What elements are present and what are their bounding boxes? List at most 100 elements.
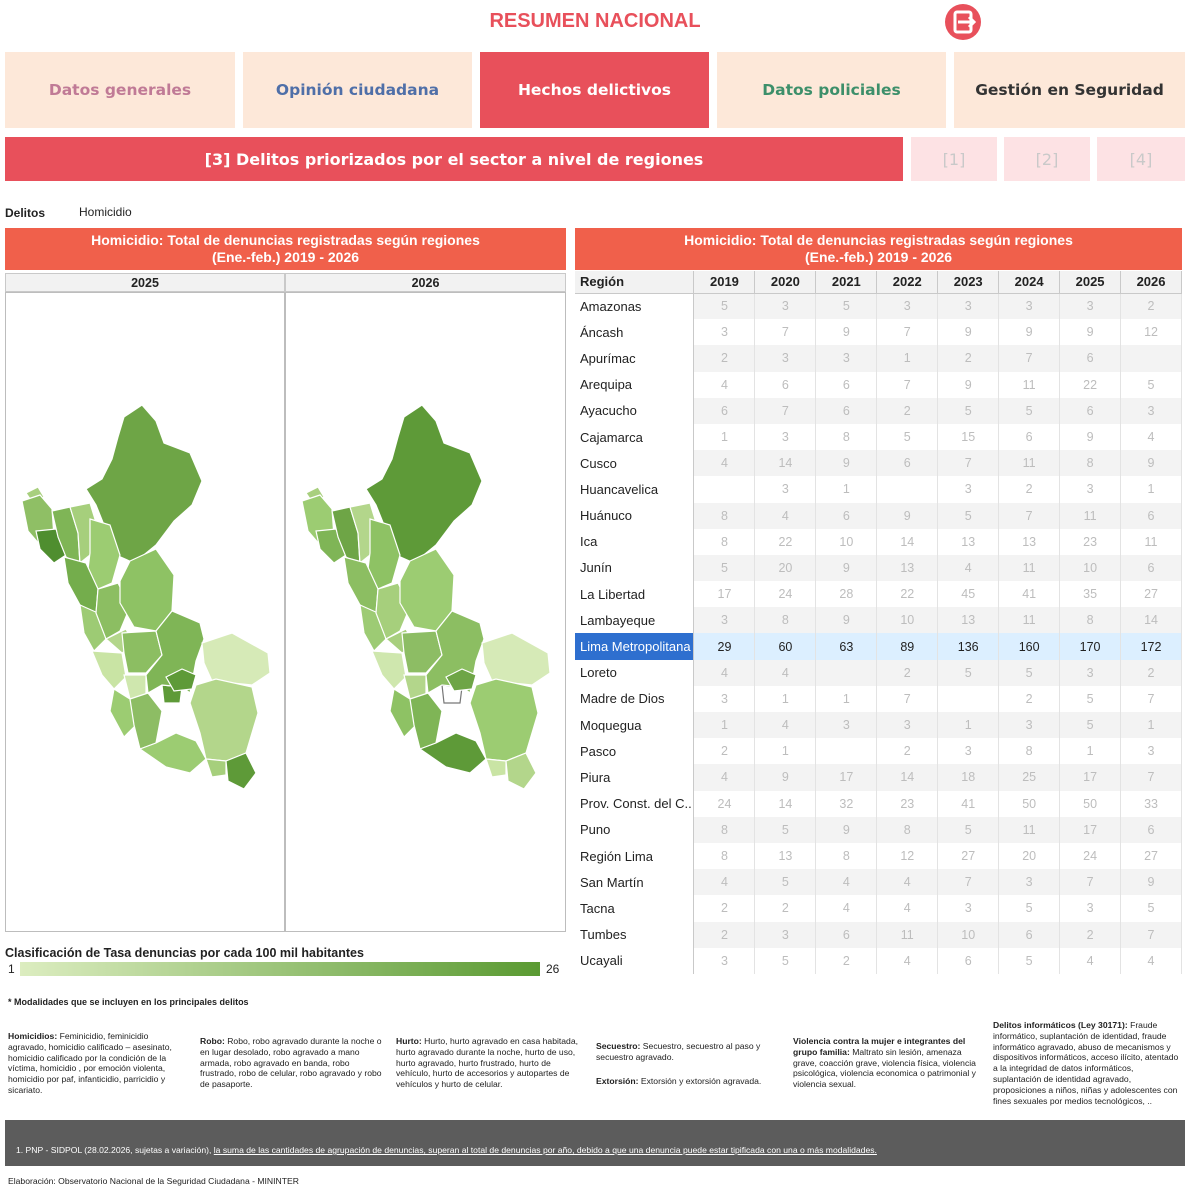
table-row[interactable]: Amazonas 5 3 5 3 3 3 3 2 [575,293,1182,320]
column-header-year[interactable]: 2021 [815,271,878,294]
tab-datos-policiales[interactable]: Datos policiales [717,52,946,128]
table-row[interactable]: Ayacucho 6 7 6 2 5 5 6 3 [575,397,1182,424]
value-cell: 11 [998,554,1061,582]
legend-gradient [20,962,540,976]
peru-map-2025[interactable] [6,293,284,931]
table-row[interactable]: San Martín 4 5 4 4 7 3 7 9 [575,869,1182,896]
column-header-year[interactable]: 2025 [1059,271,1122,294]
value-cell: 3 [937,895,1000,922]
tab-opinion-ciudadana[interactable]: Opinión ciudadana [243,52,472,128]
value-cell: 89 [876,633,939,660]
tab-label: Gestión en Seguridad [975,81,1164,99]
table-row[interactable]: Áncash 3 7 9 7 9 9 9 12 [575,319,1182,346]
column-header-year[interactable]: 2020 [754,271,817,294]
subnav-option-2[interactable]: [2] [1004,137,1090,181]
table-row[interactable]: Ica 8 22 10 14 13 13 23 11 [575,528,1182,555]
column-header-region[interactable]: Región [575,271,695,294]
table-row[interactable]: Huancavelica 3 1 3 2 3 1 [575,476,1182,503]
table-row[interactable]: Junín 5 20 9 13 4 11 10 6 [575,554,1182,582]
table-row[interactable]: Ucayali 3 5 2 4 6 5 4 4 [575,947,1182,974]
note-extorsion: Extorsión: Extorsión y extorsión agravad… [596,1076,776,1087]
table-row[interactable]: Piura 4 9 17 14 18 25 17 7 [575,764,1182,791]
value-cell: 4 [876,947,939,974]
value-cell: 8 [1059,450,1122,477]
value-cell: 24 [754,581,817,608]
value-cell: 5 [937,397,1000,424]
table-row[interactable]: Lambayeque 3 8 9 10 13 11 8 14 [575,607,1182,634]
value-cell: 3 [693,947,756,974]
value-cell: 8 [815,842,878,870]
peru-map-2026[interactable] [286,293,565,931]
region-name-cell: Ayacucho [575,397,695,424]
subnav-option-4[interactable]: [4] [1097,137,1185,181]
value-cell: 4 [693,450,756,477]
value-cell: 6 [815,397,878,424]
column-header-year[interactable]: 2026 [1120,271,1182,294]
region-name-cell: Región Lima [575,842,695,870]
column-header-year[interactable]: 2022 [876,271,939,294]
tab-hechos-delictivos[interactable]: Hechos delictivos [480,52,709,128]
column-header-year[interactable]: 2023 [937,271,1000,294]
value-cell: 35 [1059,581,1122,608]
filter-dropdown[interactable]: Homicidio [79,205,132,219]
value-cell: 1 [815,476,878,503]
map-year-2025-header: 2025 [5,273,285,292]
table-row[interactable]: Lima Metropolitana 29 60 63 89 136 160 170 172 [575,633,1182,660]
legend-max: 26 [546,962,560,976]
value-cell: 3 [876,712,939,739]
map-panel-title: Homicidio: Total de denuncias registrada… [91,232,480,248]
value-cell: 3 [1059,476,1122,503]
tab-datos-generales[interactable]: Datos generales [5,52,235,128]
value-cell: 12 [1120,319,1182,346]
table-row[interactable]: Cajamarca 1 3 8 5 15 6 9 4 [575,423,1182,451]
value-cell: 2 [876,738,939,765]
region-name-cell: Lambayeque [575,607,695,634]
value-cell: 23 [1059,528,1122,555]
value-cell: 2 [693,738,756,765]
value-cell: 5 [937,659,1000,686]
table-row[interactable]: Moquegua 1 4 3 3 1 3 5 1 [575,712,1182,739]
table-row[interactable]: La Libertad 17 24 28 22 45 41 35 27 [575,581,1182,608]
value-cell: 18 [937,764,1000,791]
region-lima-metropolitana [165,668,197,692]
value-cell: 2 [876,659,939,686]
value-cell: 2 [1120,293,1182,320]
value-cell: 3 [998,869,1061,896]
table-row[interactable]: Puno 8 5 9 8 5 11 17 6 [575,816,1182,843]
subnav-active[interactable]: [3] Delitos priorizados por el sector a … [5,137,903,181]
table-row[interactable]: Loreto 4 4 2 5 5 3 2 [575,659,1182,686]
value-cell: 28 [815,581,878,608]
value-cell: 4 [1120,947,1182,974]
table-row[interactable]: Apurímac 2 3 3 1 2 7 6 [575,345,1182,372]
table-row[interactable]: Huánuco 8 4 6 9 5 7 11 6 [575,502,1182,529]
value-cell: 10 [815,528,878,555]
column-header-year[interactable]: 2024 [998,271,1061,294]
value-cell: 9 [815,319,878,346]
value-cell: 6 [815,502,878,529]
table-row[interactable]: Prov. Const. del C.. 24 14 32 23 41 50 50 33 [575,790,1182,817]
table-row[interactable]: Cusco 4 14 9 6 7 11 8 9 [575,450,1182,477]
notes-title: * Modalidades que se incluyen en los pri… [8,997,249,1007]
tab-gestion-seguridad[interactable]: Gestión en Seguridad [954,52,1185,128]
region-name-cell: Huánuco [575,502,695,529]
value-cell: 5 [1059,712,1122,739]
table-row[interactable]: Región Lima 8 13 8 12 27 20 24 27 [575,842,1182,870]
table-row[interactable]: Pasco 2 1 2 3 8 1 3 [575,738,1182,765]
value-cell: 9 [754,764,817,791]
region-name-cell: Prov. Const. del C.. [575,790,695,817]
subnav-option-1[interactable]: [1] [911,137,997,181]
table-row[interactable]: Arequipa 4 6 6 7 9 11 22 5 [575,371,1182,398]
value-cell: 3 [754,345,817,372]
value-cell: 14 [876,528,939,555]
table-row[interactable]: Tumbes 2 3 6 11 10 6 2 7 [575,921,1182,948]
note-label: Robo: [200,1036,225,1046]
value-cell: 9 [1120,869,1182,896]
exit-door-logo-icon[interactable] [944,3,982,41]
table-panel-title: Homicidio: Total de denuncias registrada… [684,232,1073,248]
value-cell: 8 [693,502,756,529]
table-row[interactable]: Madre de Dios 3 1 1 7 2 5 7 [575,685,1182,712]
value-cell: 50 [998,790,1061,817]
note-label: Extorsión: [596,1076,639,1086]
column-header-year[interactable]: 2019 [693,271,756,294]
table-row[interactable]: Tacna 2 2 4 4 3 5 3 5 [575,895,1182,922]
